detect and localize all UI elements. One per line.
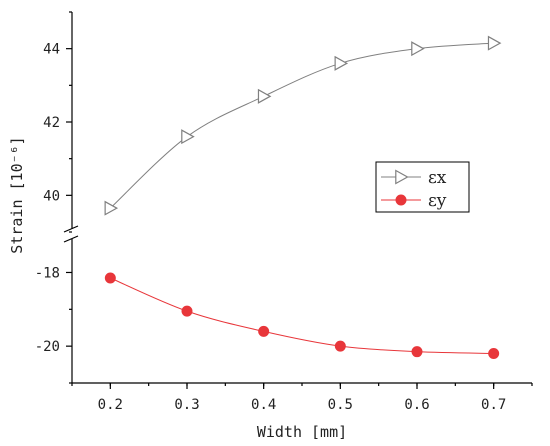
data-point-circle (334, 340, 346, 352)
series-line (110, 277, 494, 355)
data-point-triangle (257, 88, 272, 104)
x-tick-label: 0.5 (328, 397, 353, 413)
axis-break-mark (63, 225, 79, 233)
data-point-circle (181, 305, 193, 317)
data-point-circle (258, 325, 270, 337)
y-tick-label: 42 (43, 115, 60, 131)
data-point-triangle (181, 129, 195, 145)
x-tick-label: 0.3 (174, 397, 199, 413)
data-point-triangle (334, 55, 349, 71)
legend-item: εy (381, 191, 447, 211)
y-axis-title: Strain [10⁻⁶] (8, 136, 26, 253)
series-epsilon-y (104, 272, 500, 360)
legend-box (375, 161, 470, 213)
data-point-circle (411, 346, 423, 358)
x-tick-label: 0.4 (251, 397, 276, 413)
legend-marker-triangle (395, 169, 409, 185)
x-tick-label: 0.2 (98, 397, 123, 413)
data-point-circle (104, 272, 116, 284)
data-point-triangle (411, 41, 425, 57)
x-tick-label: 0.6 (404, 397, 429, 413)
y-tick-label: 40 (43, 188, 60, 204)
y-tick-label: 44 (43, 42, 60, 58)
legend-label: εy (428, 191, 447, 211)
axis-break-mark (63, 235, 79, 243)
data-point-circle (488, 348, 500, 360)
y-tick-label: -18 (35, 265, 60, 281)
series-layer (104, 35, 502, 360)
x-tick-label: 0.7 (481, 397, 506, 413)
series-epsilon-x (104, 35, 502, 216)
legend-item: εx (381, 168, 447, 188)
data-point-triangle (487, 35, 502, 51)
axes: 0.2 0.3 0.4 0.5 0.6 0.7 40 42 44 -18 -20 (35, 11, 533, 413)
x-axis-title: Width [mm] (257, 423, 347, 441)
legend-marker-circle (395, 194, 407, 206)
y-tick-label: -20 (35, 339, 60, 355)
legend-label: εx (428, 168, 447, 188)
legend: εx εy (375, 161, 470, 213)
data-point-triangle (104, 200, 119, 216)
